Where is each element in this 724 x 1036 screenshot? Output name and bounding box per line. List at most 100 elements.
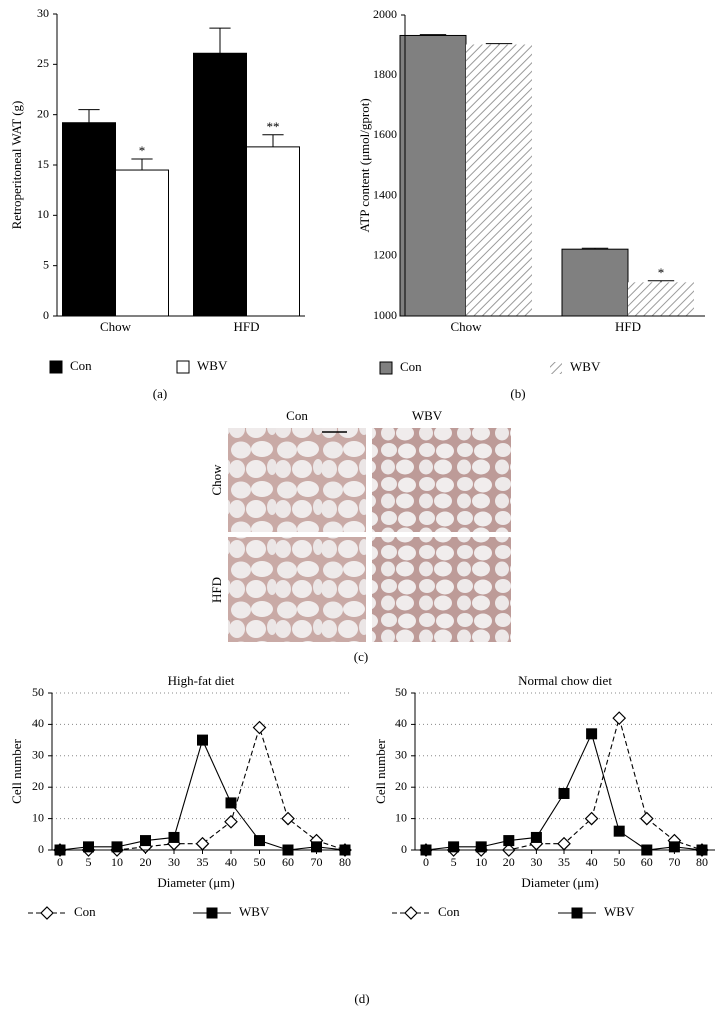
y-tick-label: 1200 — [373, 248, 397, 262]
x-axis-label: Diameter (μm) — [521, 875, 598, 890]
marker — [252, 720, 267, 735]
x-tick-label: 80 — [339, 855, 351, 869]
marker — [311, 841, 322, 853]
bar — [246, 146, 300, 317]
x-tick-label: 80 — [696, 855, 708, 869]
x-tick-label: HFD — [615, 319, 641, 334]
significance: * — [658, 265, 665, 280]
y-tick-label: 5 — [43, 257, 49, 271]
bar — [561, 248, 629, 317]
x-tick-label: Chow — [450, 319, 482, 334]
marker — [530, 831, 542, 843]
x-tick-label: 5 — [451, 855, 457, 869]
panel-label: (a) — [153, 386, 167, 401]
legend-label: WBV — [239, 904, 270, 919]
bar — [193, 52, 247, 317]
y-tick-label: 40 — [32, 716, 44, 730]
y-axis-label: Retroperitoneal WAT (g) — [9, 101, 24, 230]
significance: * — [139, 143, 146, 158]
x-tick-label: 70 — [668, 855, 680, 869]
legend-label: Con — [74, 904, 96, 919]
error-bar — [209, 27, 231, 54]
legend-marker — [206, 907, 218, 919]
x-tick-label: 60 — [282, 855, 294, 869]
line — [426, 716, 703, 851]
y-tick-label: 10 — [395, 810, 407, 824]
x-tick-label: 20 — [140, 855, 152, 869]
y-tick-label: 20 — [37, 106, 49, 120]
y-tick-label: 30 — [395, 748, 407, 762]
marker — [586, 728, 598, 740]
x-tick-label: 30 — [168, 855, 180, 869]
y-tick-label: 25 — [37, 56, 49, 70]
marker — [503, 835, 515, 847]
chart-title: High-fat diet — [168, 673, 235, 688]
x-tick-label: 40 — [586, 855, 598, 869]
error-bar — [262, 134, 284, 147]
error-bar — [581, 247, 609, 250]
x-tick-label: 40 — [225, 855, 237, 869]
x-tick-label: 10 — [475, 855, 487, 869]
error-bar — [485, 43, 513, 45]
marker — [281, 811, 295, 826]
legend-label: WBV — [604, 904, 635, 919]
micrograph — [372, 428, 511, 532]
y-tick-label: 0 — [38, 842, 44, 856]
legend-label: WBV — [570, 359, 601, 374]
y-tick-label: 50 — [32, 685, 44, 699]
marker — [639, 811, 654, 826]
x-tick-label: 0 — [57, 855, 63, 869]
x-tick-label: 60 — [641, 855, 653, 869]
row-label: Chow — [209, 464, 224, 496]
y-tick-label: 50 — [395, 685, 407, 699]
marker — [668, 841, 680, 853]
y-tick-label: 15 — [37, 157, 49, 171]
legend-swatch — [550, 362, 562, 374]
marker — [195, 836, 210, 851]
marker — [612, 711, 627, 725]
legend-marker — [571, 907, 583, 919]
marker — [254, 835, 265, 847]
x-tick-label: 5 — [86, 855, 92, 869]
error-bar — [647, 280, 675, 283]
legend-label: Con — [400, 359, 422, 374]
error-bar — [419, 34, 447, 36]
x-tick-label: 70 — [311, 855, 323, 869]
micrograph — [228, 428, 366, 532]
x-tick-label: 50 — [254, 855, 266, 869]
legend-label: Con — [438, 904, 460, 919]
panel-label: (d) — [354, 991, 369, 1006]
marker — [584, 811, 599, 826]
marker — [613, 825, 625, 837]
y-tick-label: 30 — [37, 6, 49, 20]
bar — [62, 122, 116, 317]
chart-title: Normal chow diet — [518, 673, 612, 688]
y-tick-label: 40 — [395, 716, 407, 730]
y-tick-label: 1400 — [373, 187, 397, 201]
x-tick-label: 10 — [111, 855, 123, 869]
legend-marker — [40, 906, 54, 920]
error-bar — [78, 109, 100, 123]
y-tick-label: 10 — [37, 207, 49, 221]
x-tick-label: 30 — [530, 855, 542, 869]
y-axis-label: Cell number — [373, 739, 388, 804]
marker — [448, 841, 460, 853]
legend-label: Con — [70, 358, 92, 373]
y-tick-label: 1600 — [373, 127, 397, 141]
micrograph — [228, 537, 366, 642]
x-tick-label: 20 — [503, 855, 515, 869]
micrograph — [372, 537, 511, 642]
legend-swatch — [49, 360, 63, 374]
x-axis-label: Diameter (μm) — [157, 875, 234, 890]
x-tick-label: Chow — [100, 319, 132, 334]
bar — [466, 44, 532, 317]
x-tick-label: 35 — [558, 855, 570, 869]
y-axis-label: ATP content (μmol/gprot) — [357, 98, 372, 232]
legend-marker — [404, 906, 418, 920]
column-label: Con — [286, 408, 308, 423]
marker — [83, 841, 94, 853]
line — [59, 738, 346, 851]
legend-label: WBV — [197, 358, 228, 373]
panel-label: (b) — [510, 386, 525, 401]
